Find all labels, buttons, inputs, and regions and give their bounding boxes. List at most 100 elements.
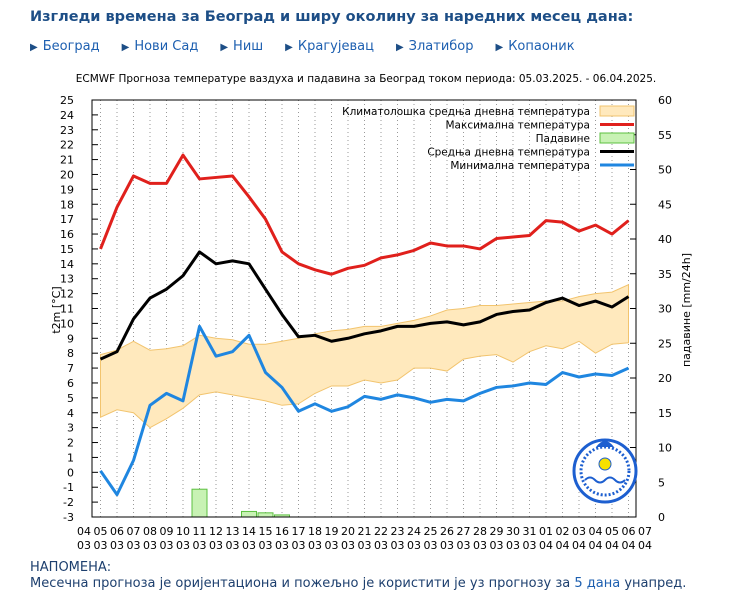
x-tick-label: 28 <box>473 525 487 538</box>
x-tick-label: 03 <box>424 539 438 552</box>
x-tick-label: 03 <box>341 539 355 552</box>
x-tick-label: 03 <box>407 539 421 552</box>
x-tick-label: 06 <box>110 525 124 538</box>
plot-layer <box>99 100 630 517</box>
y-tick-label: 8 <box>67 347 74 360</box>
y-tick-label: 24 <box>60 109 74 122</box>
x-tick-label: 10 <box>176 525 190 538</box>
city-link[interactable]: Нови Сад <box>134 39 199 54</box>
y-tick-label: 10 <box>60 317 74 330</box>
note-title: НАПОМЕНА: <box>30 560 112 575</box>
logo-ring <box>572 438 638 504</box>
x-tick-label: 03 <box>325 539 339 552</box>
legend-label: Средња дневна температура <box>427 147 590 159</box>
legend-swatch <box>599 105 635 117</box>
y-tick-label: 13 <box>60 273 74 286</box>
x-tick-label: 15 <box>259 525 273 538</box>
x-tick-label: 03 <box>490 539 504 552</box>
y-tick-label: 1 <box>67 451 74 464</box>
note-link[interactable]: 5 дана <box>574 576 621 591</box>
link-arrow: ▶ <box>30 42 38 53</box>
x-tick-label: 04 <box>589 539 603 552</box>
x-tick-label: 03 <box>457 539 471 552</box>
x-tick-label: 04 <box>572 539 586 552</box>
link-arrow: ▶ <box>220 42 229 53</box>
x-tick-label: 03 <box>143 539 157 552</box>
x-tick-label: 04 <box>638 539 652 552</box>
x-tick-label: 30 <box>506 525 520 538</box>
y2-tick-label: 40 <box>658 233 672 246</box>
x-tick-label: 20 <box>341 525 355 538</box>
x-tick-label: 03 <box>226 539 240 552</box>
y-tick-label: 12 <box>60 288 74 301</box>
y2-tick-label: 5 <box>658 476 665 489</box>
x-tick-label: 03 <box>292 539 306 552</box>
x-tick-label: 03 <box>440 539 454 552</box>
city-link[interactable]: Копаоник <box>508 39 575 54</box>
x-tick-label: 03 <box>506 539 520 552</box>
x-tick-label: 31 <box>523 525 537 538</box>
y2-tick-label: 60 <box>658 94 672 107</box>
y-tick-label: 0 <box>67 466 74 479</box>
note-body: Месечна прогноза је оријентациона и поже… <box>30 576 575 591</box>
y-tick-label: -3 <box>63 511 74 524</box>
x-tick-label: 03 <box>473 539 487 552</box>
x-tick-label: 05 <box>94 525 108 538</box>
series-line <box>99 250 630 361</box>
x-tick-label: 09 <box>160 525 174 538</box>
x-tick-label: 04 <box>556 539 570 552</box>
precip-bar <box>191 488 208 517</box>
x-tick-label: 27 <box>457 525 471 538</box>
x-tick-label: 04 <box>77 525 91 538</box>
x-tick-label: 29 <box>490 525 504 538</box>
y-tick-label: 9 <box>67 332 74 345</box>
link-arrow: ▶ <box>285 42 293 53</box>
y-tick-label: 21 <box>60 154 74 167</box>
x-tick-label: 23 <box>391 525 405 538</box>
x-tick-label: 03 <box>259 539 273 552</box>
x-tick-label: 03 <box>374 539 388 552</box>
x-tick-label: 03 <box>110 539 124 552</box>
note-text: Месечна прогноза је оријентациона и поже… <box>30 576 686 591</box>
y-tick-label: 15 <box>60 243 74 256</box>
y-tick-label: 3 <box>67 422 74 435</box>
city-link[interactable]: Крагујевац <box>297 39 374 54</box>
x-tick-label: 02 <box>556 525 570 538</box>
x-tick-label: 03 <box>242 539 256 552</box>
x-tick-label: 08 <box>143 525 157 538</box>
city-links: ▶ Београд ▶ Нови Сад ▶ Ниш ▶ Крагујевац ▶ Златибо… <box>30 39 597 54</box>
x-tick-label: 22 <box>374 525 388 538</box>
city-link[interactable]: Ниш <box>233 39 264 54</box>
logo-waves <box>584 476 626 484</box>
x-tick-label: 18 <box>308 525 322 538</box>
series-line <box>99 153 630 276</box>
link-arrow: ▶ <box>395 42 404 53</box>
y-axis-label: t2m [°C] <box>50 286 63 333</box>
city-link[interactable]: Београд <box>42 39 100 54</box>
logo <box>572 438 638 504</box>
city-link[interactable]: Златибор <box>408 39 474 54</box>
x-tick-label: 13 <box>226 525 240 538</box>
x-tick-label: 03 <box>176 539 190 552</box>
logo-sun <box>598 457 612 471</box>
x-tick-label: 03 <box>572 525 586 538</box>
y-tick-label: 11 <box>60 303 74 316</box>
y-tick-label: 23 <box>60 124 74 137</box>
legend-label: Падавине <box>536 133 590 145</box>
x-tick-label: 05 <box>605 525 619 538</box>
y-tick-label: 17 <box>60 213 74 226</box>
y2-tick-label: 50 <box>658 164 672 177</box>
x-tick-label: 03 <box>391 539 405 552</box>
y-tick-label: 25 <box>60 94 74 107</box>
page-title: Изгледи времена за Београд и ширу околин… <box>30 9 634 25</box>
x-tick-label: 04 <box>622 539 636 552</box>
x-tick-label: 03 <box>193 539 207 552</box>
legend-label: Минимална температура <box>450 160 590 172</box>
x-tick-label: 16 <box>275 525 289 538</box>
x-tick-label: 03 <box>275 539 289 552</box>
series-line <box>99 324 630 497</box>
y2-tick-label: 45 <box>658 198 672 211</box>
x-tick-label: 03 <box>308 539 322 552</box>
x-tick-label: 07 <box>638 525 652 538</box>
